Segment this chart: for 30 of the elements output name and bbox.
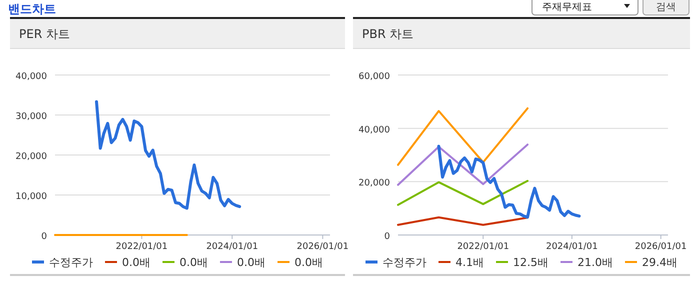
legend-label: 수정주가: [382, 256, 426, 269]
y-tick-label: 40,000: [16, 72, 48, 82]
legend-label: 21.0배: [578, 256, 613, 269]
legend-label: 12.5배: [513, 256, 548, 269]
legend-label: 0.0배: [180, 256, 208, 269]
legend-label: 수정주가: [49, 256, 93, 269]
legend-label: 0.0배: [122, 256, 150, 269]
x-tick-label: 2022/01/01: [116, 242, 168, 252]
chart-title: PER 차트: [19, 27, 70, 41]
legend-label: 29.4배: [642, 256, 678, 269]
y-tick-label: 0: [41, 232, 48, 242]
y-tick-label: 20,000: [16, 152, 48, 162]
legend-label: 0.0배: [237, 256, 266, 269]
text: 주재무제표: [542, 2, 592, 13]
chart-title: PBR 차트: [362, 27, 414, 41]
legend-label: 4.1배: [456, 256, 484, 269]
x-tick-label: 2024/01/01: [546, 242, 598, 252]
legend-label: 0.0배: [294, 256, 323, 269]
text: 밴드차트: [8, 2, 56, 16]
x-tick-label: 2024/01/01: [206, 242, 258, 252]
x-tick-label: 2022/01/01: [457, 242, 510, 252]
text: 검색: [656, 2, 676, 13]
y-tick-label: 0: [384, 232, 390, 242]
y-tick-label: 20,000: [358, 178, 390, 189]
y-tick-label: 10,000: [16, 192, 48, 202]
y-tick-label: 60,000: [358, 72, 390, 82]
y-tick-label: 40,000: [358, 125, 390, 136]
y-tick-label: 30,000: [16, 112, 48, 122]
x-tick-label: 2026/01/01: [296, 242, 349, 252]
x-tick-label: 2026/01/01: [634, 242, 687, 252]
